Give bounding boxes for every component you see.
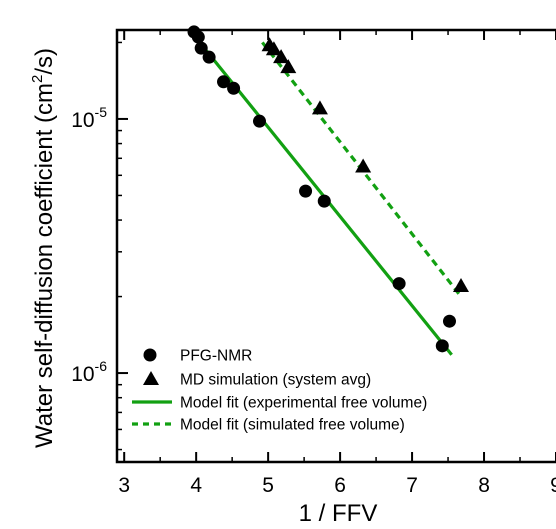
- data-point-md-simulation: [280, 59, 297, 74]
- y-minor-ticks: [117, 41, 122, 451]
- y-axis-label-end: /s): [31, 48, 58, 75]
- data-point-pfg-nmr: [202, 50, 216, 64]
- y-axis-label-main: Water self-diffusion coefficient (cm: [31, 83, 58, 448]
- data-point-pfg-nmr: [392, 277, 406, 291]
- data-point-pfg-nmr: [191, 30, 205, 44]
- y-axis-label-superscript: 2: [29, 75, 46, 83]
- x-ticks: 3 4 5 6 7 8 9: [118, 30, 556, 497]
- x-axis-label: 1 / FFV: [299, 500, 378, 527]
- data-point-pfg-nmr: [435, 339, 449, 353]
- legend: PFG-NMR MD simulation (system avg) Model f…: [132, 348, 427, 434]
- y-axis-label: Water self-diffusion coefficient (cm2/s): [29, 48, 58, 448]
- x-tick-label: 5: [262, 474, 274, 497]
- y-tick-label-exponent: -5: [95, 104, 108, 120]
- data-point-md-simulation: [311, 100, 328, 115]
- legend-label: Model fit (experimental free volume): [180, 395, 427, 412]
- x-tick-label: 3: [118, 474, 130, 497]
- data-point-pfg-nmr: [442, 314, 456, 328]
- plot-frame: [115, 28, 556, 464]
- data-point-pfg-nmr: [227, 81, 241, 95]
- data-point-md-simulation: [453, 278, 470, 293]
- data-point-pfg-nmr: [252, 114, 266, 128]
- data-point-md-simulation: [273, 49, 290, 64]
- x-tick-label: 9: [550, 474, 556, 497]
- y-major-ticks: 10-510-6: [71, 104, 128, 386]
- x-tick-label: 6: [334, 474, 346, 497]
- y-tick-label-base: 10: [71, 109, 94, 132]
- y-tick-label-base: 10: [71, 363, 94, 386]
- x-tick-label: 7: [406, 474, 418, 497]
- legend-symbol-circle: [143, 348, 157, 362]
- data-point-pfg-nmr: [217, 75, 231, 89]
- legend-label: PFG-NMR: [180, 348, 252, 365]
- legend-symbol-triangle: [143, 371, 159, 385]
- data-point-md-simulation: [265, 41, 282, 56]
- data-point-pfg-nmr: [299, 184, 313, 198]
- x-tick-label: 8: [478, 474, 490, 497]
- x-tick-label: 4: [190, 474, 202, 497]
- data-point-pfg-nmr: [194, 41, 208, 55]
- data-markers: [187, 25, 470, 353]
- plot-frame-border: [115, 28, 556, 464]
- y-tick-label: 10-5: [71, 104, 107, 132]
- legend-label: MD simulation (system avg): [180, 372, 371, 389]
- y-tick-label-exponent: -6: [95, 358, 108, 374]
- data-point-md-simulation: [355, 158, 372, 173]
- data-point-pfg-nmr: [317, 194, 331, 208]
- legend-label: Model fit (simulated free volume): [180, 417, 405, 434]
- y-tick-label: 10-6: [71, 358, 107, 386]
